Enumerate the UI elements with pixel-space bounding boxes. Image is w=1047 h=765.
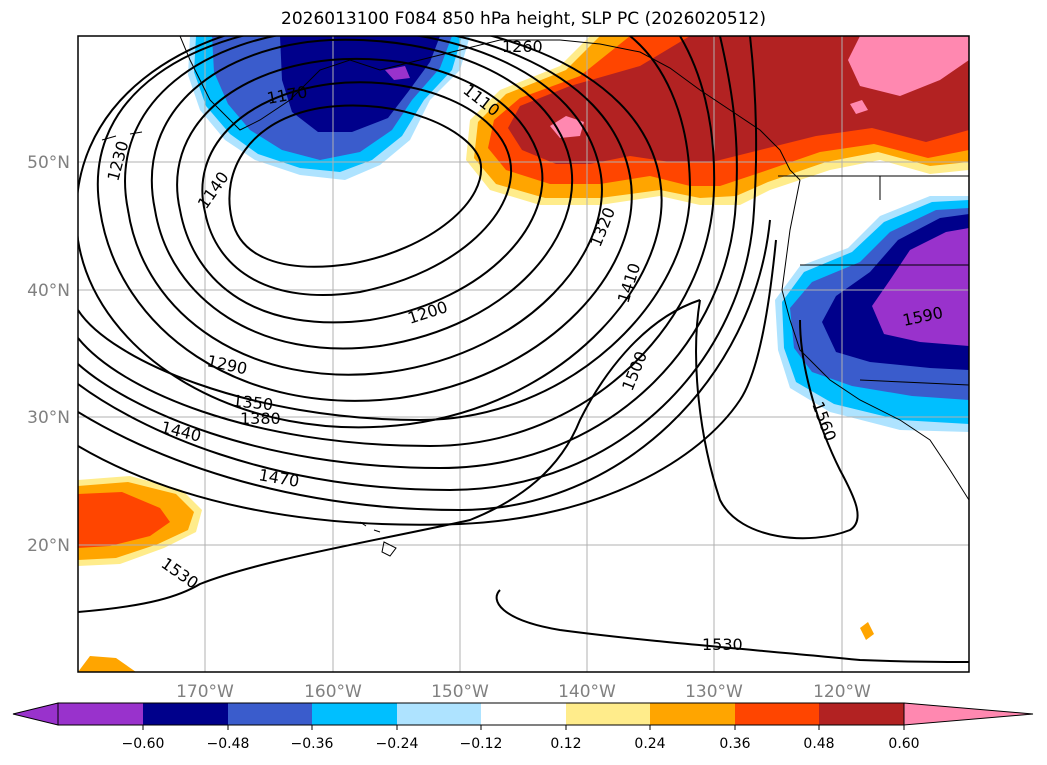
lon-label: 130°W <box>685 682 743 702</box>
colorbar: −0.60 −0.48 −0.36 −0.24 −0.12 0.12 0.24 … <box>12 702 1034 752</box>
map-plot-area: 1260 1170 1110 1230 1140 1320 1410 1200 … <box>78 36 969 672</box>
map-title: 2026013100 F084 850 hPa height, SLP PC (… <box>281 9 766 29</box>
colorbar-extend-low <box>12 702 59 726</box>
lon-label: 140°W <box>558 682 616 702</box>
colorbar-extend-high <box>903 702 1034 726</box>
coastlines <box>101 36 969 557</box>
colorbar-tick-label: 0.24 <box>634 736 665 752</box>
colorbar-tick-label: 0.48 <box>803 736 834 752</box>
colorbar-tick-label: −0.24 <box>376 736 419 752</box>
contour-label: 1260 <box>502 37 543 56</box>
lon-label: 160°W <box>304 682 362 702</box>
colorbar-swatch <box>312 703 397 725</box>
colorbar-tick-label: −0.12 <box>460 736 503 752</box>
colorbar-tick-label: −0.60 <box>122 736 165 752</box>
map-frame <box>77 35 970 673</box>
colorbar-swatch <box>58 703 143 725</box>
contour-label: 1380 <box>240 409 281 428</box>
positive-anomaly-north-east <box>466 36 969 205</box>
colorbar-swatch <box>143 703 228 725</box>
latitude-labels: 50°N 40°N 30°N 20°N <box>27 153 70 556</box>
lat-label: 50°N <box>27 153 70 173</box>
colorbar-tick-label: −0.48 <box>207 736 250 752</box>
colorbar-tick-label: −0.36 <box>291 736 334 752</box>
colorbar-tick-label: 0.12 <box>550 736 581 752</box>
colorbar-swatch <box>650 703 735 725</box>
colorbar-swatch <box>566 703 650 725</box>
lat-label: 30°N <box>27 408 70 428</box>
height-contours <box>78 36 969 663</box>
graticule <box>78 36 969 672</box>
contour-label: 1530 <box>702 635 743 654</box>
colorbar-tick-label: 0.36 <box>719 736 750 752</box>
colorbar-swatch <box>397 703 481 725</box>
lat-label: 20°N <box>27 536 70 556</box>
lon-label: 150°W <box>431 682 489 702</box>
lat-label: 40°N <box>27 281 70 301</box>
colorbar-swatch <box>735 703 819 725</box>
colorbar-swatch <box>228 703 312 725</box>
colorbar-tick-label: 0.60 <box>888 736 919 752</box>
lon-label: 120°W <box>813 682 871 702</box>
lon-label: 170°W <box>176 682 234 702</box>
colorbar-swatch <box>481 703 566 725</box>
colorbar-swatch <box>819 703 904 725</box>
contour-label: 1350 <box>232 391 274 414</box>
longitude-labels: 170°W 160°W 150°W 140°W 130°W 120°W <box>176 682 871 702</box>
positive-anomaly-south-west <box>78 476 874 672</box>
